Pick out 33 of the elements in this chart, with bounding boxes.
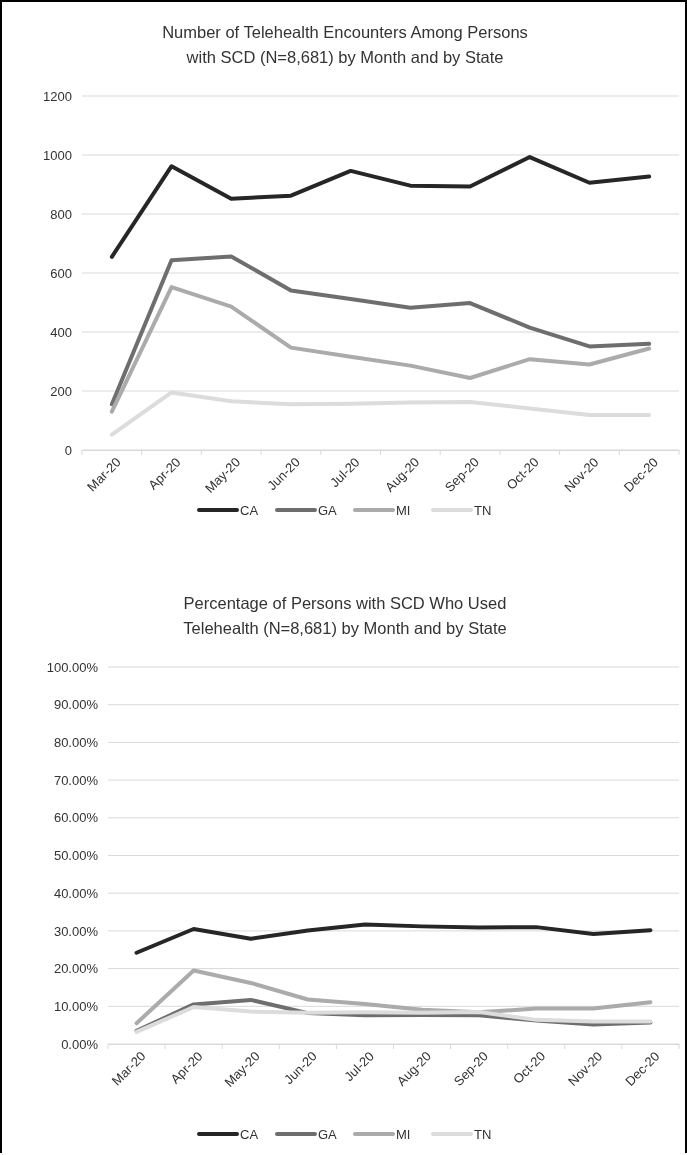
y-tick-label: 90.00% xyxy=(53,697,99,713)
y-tick-label: 200 xyxy=(50,383,72,399)
y-tick-label: 20.00% xyxy=(53,961,99,977)
legend-label: MI xyxy=(396,503,411,518)
chart-title: Number of Telehealth Encounters Among Persons with SCD (N=8,681) by Month and by State xyxy=(162,23,528,66)
legend-label: MI xyxy=(396,1127,411,1142)
y-tick-label: 100.00% xyxy=(46,659,99,675)
line-series xyxy=(134,968,653,1026)
y-tick-label: 0.00% xyxy=(61,1036,99,1052)
y-tick-label: 60.00% xyxy=(53,810,99,826)
y-tick-label: 70.00% xyxy=(53,772,99,788)
y-tick-label: 50.00% xyxy=(53,848,99,864)
y-tick-label: 1200 xyxy=(43,88,72,104)
line-series xyxy=(134,922,653,955)
y-tick-label: 800 xyxy=(50,206,72,222)
legend-label: CA xyxy=(240,1127,259,1142)
y-tick-label: 80.00% xyxy=(53,735,99,751)
legend-label: TN xyxy=(474,1127,492,1142)
y-tick-label: 30.00% xyxy=(53,923,99,939)
legend-label: GA xyxy=(318,1127,338,1142)
legend-label: TN xyxy=(474,503,492,518)
line-series xyxy=(109,285,652,414)
line-series xyxy=(109,155,652,259)
y-tick-label: 40.00% xyxy=(53,885,99,901)
line-series xyxy=(109,254,652,407)
y-tick-label: 600 xyxy=(50,265,72,281)
chart-title: Percentage of Persons with SCD Who Used Telehealth (N=8,681) by Month and by State xyxy=(183,594,507,637)
legend-label: GA xyxy=(318,503,338,518)
y-tick-label: 400 xyxy=(50,324,72,340)
legend-label: CA xyxy=(240,503,259,518)
y-tick-label: 0 xyxy=(64,442,72,458)
y-tick-label: 10.00% xyxy=(53,998,99,1014)
y-tick-label: 1000 xyxy=(43,147,72,163)
